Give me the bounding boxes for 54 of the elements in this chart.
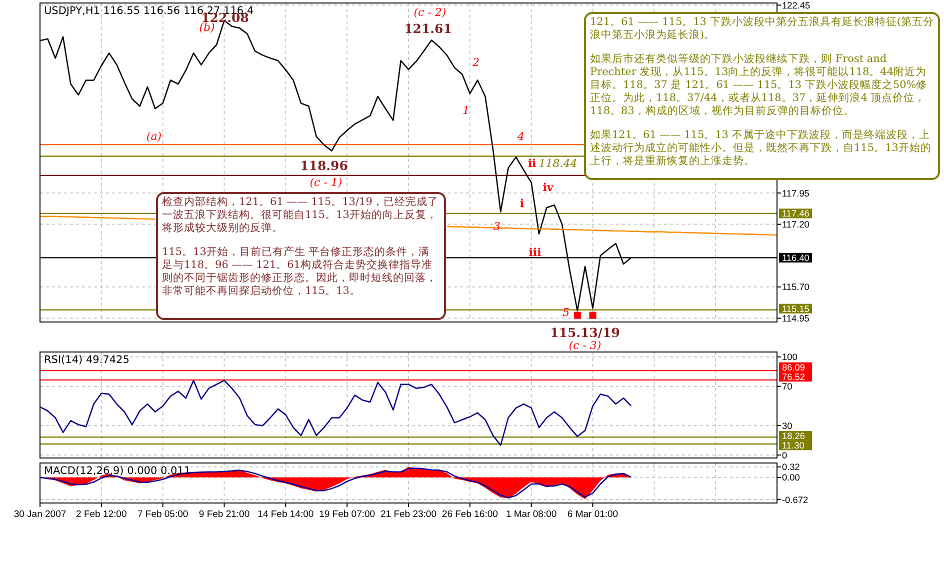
text: 115.13/19 bbox=[550, 325, 620, 340]
annotation: (c - 2) bbox=[414, 6, 446, 19]
chart-title: RSI(14) 49.7425 bbox=[44, 354, 130, 366]
annotation: 2 bbox=[472, 56, 480, 69]
y-tick-label: 122.45 bbox=[782, 0, 810, 10]
ref-line-label: 116.40 bbox=[782, 253, 810, 263]
annotation: (c - 1) bbox=[310, 176, 342, 189]
note-box: 121。61 —— 115。13 下跌小波段中第分五浪具有延长浪特征(第五分浪中第五小浪为延长浪)。 如果后市还有类似等级的下跌小波段继续下跌，则 Frost and Prechter 发现，从115。13向上的反弹，将很可能以118。44附近为目标。118。37 是 121。61 —— 115。13 下跌小波段幅度之50%修正位。为此，118。37/44，或者从118。37，延伸到浪4 顶点价位，118。83，构成的区域，视作为目前反弹的目标价位。 如果121。61 —— 115。13 不属于途中下跌波段，而是终端波段，上述波动行为成立的可能性小。但是，既然不再下跌，自115。13开始的上行，将是重新恢复的上涨走势。 bbox=[584, 12, 940, 180]
x-tick-label: 26 Feb 16:00 bbox=[442, 509, 498, 520]
x-tick-label: 30 Jan 2007 bbox=[14, 509, 66, 520]
annotation: i bbox=[520, 197, 524, 210]
x-tick-label: 6 Mar 01:00 bbox=[567, 509, 618, 520]
x-tick-label: 1 Mar 08:00 bbox=[506, 509, 557, 520]
x-tick-label: 2 Feb 12:00 bbox=[76, 509, 127, 520]
y-tick-label: 30 bbox=[782, 420, 792, 431]
y-tick-label: 0.00 bbox=[782, 472, 800, 483]
annotation: iv bbox=[542, 181, 554, 194]
annotation: 1 bbox=[462, 104, 470, 117]
annotation: 4 bbox=[516, 130, 524, 143]
x-tick-label: 21 Feb 23:00 bbox=[380, 509, 436, 520]
ref-line-label: 115.15 bbox=[782, 304, 810, 314]
note-box: 检查内部结构，121。61 —— 115。13/19，已经完成了一波五浪下跌结构。很可能自115。13开始的向上反复，将形成较大级别的反弹。 115。13开始，目前已有产生 平台修正形态的条件，满足与118。96 —— 121。61构成符合走势交换律指导准则的不同于锯齿形的修正形态。因此，即时短线的回落，非常可能不再回探启动价位，115。13。 bbox=[156, 192, 446, 320]
y-tick-label: 114.95 bbox=[782, 314, 810, 324]
annotation: 如果121。61 —— 115。13 不属于途中下跌波段，而是终端波段，上述波动行为成立的可能性小。但是，既然不再下跌，自115。13开始的上行，将是重新恢复的上涨走势。 bbox=[590, 129, 932, 168]
y-tick-label: 117.95 bbox=[782, 188, 810, 198]
y-tick-label: 0.32 bbox=[782, 462, 800, 472]
annotation: 检查内部结构，121。61 —— 115。13/19，已经完成了一波五浪下跌结构。很可能自115。13开始的向上反复，将形成较大级别的反弹。 bbox=[162, 196, 440, 235]
x-tick-label: 19 Feb 07:00 bbox=[319, 509, 376, 520]
ref-line-label: 18.26 bbox=[782, 431, 805, 442]
annotation: 115。13开始，目前已有产生 平台修正形态的条件，满足与118。96 —— 121。61构成符合走势交换律指导准则的不同于锯齿形的修正形态。因此，即时短线的回落，非常可能不再回探启动价位，115。13。 bbox=[162, 246, 438, 298]
annotation: 118.96 bbox=[300, 158, 348, 173]
annotation: 121。61 —— 115。13 下跌小波段中第分五浪具有延长浪特征(第五分浪中第五小浪为延长浪)。 bbox=[590, 16, 934, 42]
ref-line-label: 117.46 bbox=[782, 208, 810, 219]
ref-line-label: 86.09 bbox=[782, 362, 805, 372]
line-series bbox=[39, 380, 632, 446]
y-tick-label: -0.672 bbox=[782, 494, 808, 505]
x-tick-label: 9 Feb 21:00 bbox=[198, 509, 250, 520]
annotation: iii bbox=[528, 246, 542, 259]
annotation: 如果后市还有类似等级的下跌小波段继续下跌，则 Frost and Prechter 发现，从115。13向上的反弹，将很可能以118。44附近为目标。118。37 是 121。61 —— 115。13 下跌小波段幅度之50%修正位。为此，118。37/44，或者从118。37，延伸到浪4 顶点价位，118。83，构成的区域，视作为目前反弹的目标价位。 bbox=[590, 53, 928, 118]
annotation: (c - 3) bbox=[568, 339, 602, 352]
ref-line-label: 76.52 bbox=[782, 372, 805, 382]
x-tick-label: 14 Feb 14:00 bbox=[258, 509, 314, 520]
ref-line-label: 11.30 bbox=[782, 440, 804, 451]
annotation: ii bbox=[528, 157, 536, 170]
annotation: 118.44 bbox=[538, 157, 578, 170]
x-tick-label: 7 Feb 05:00 bbox=[137, 509, 188, 520]
annotation: (a) bbox=[146, 130, 162, 143]
y-tick-label: 70 bbox=[782, 382, 792, 392]
annotation: 121.61 bbox=[404, 21, 452, 36]
y-tick-label: 100 bbox=[782, 352, 798, 362]
y-tick-label: 115.70 bbox=[782, 282, 810, 292]
y-tick-label: 0 bbox=[782, 450, 788, 460]
y-tick-label: 117.20 bbox=[782, 220, 810, 230]
annotation: (b) bbox=[199, 21, 215, 34]
